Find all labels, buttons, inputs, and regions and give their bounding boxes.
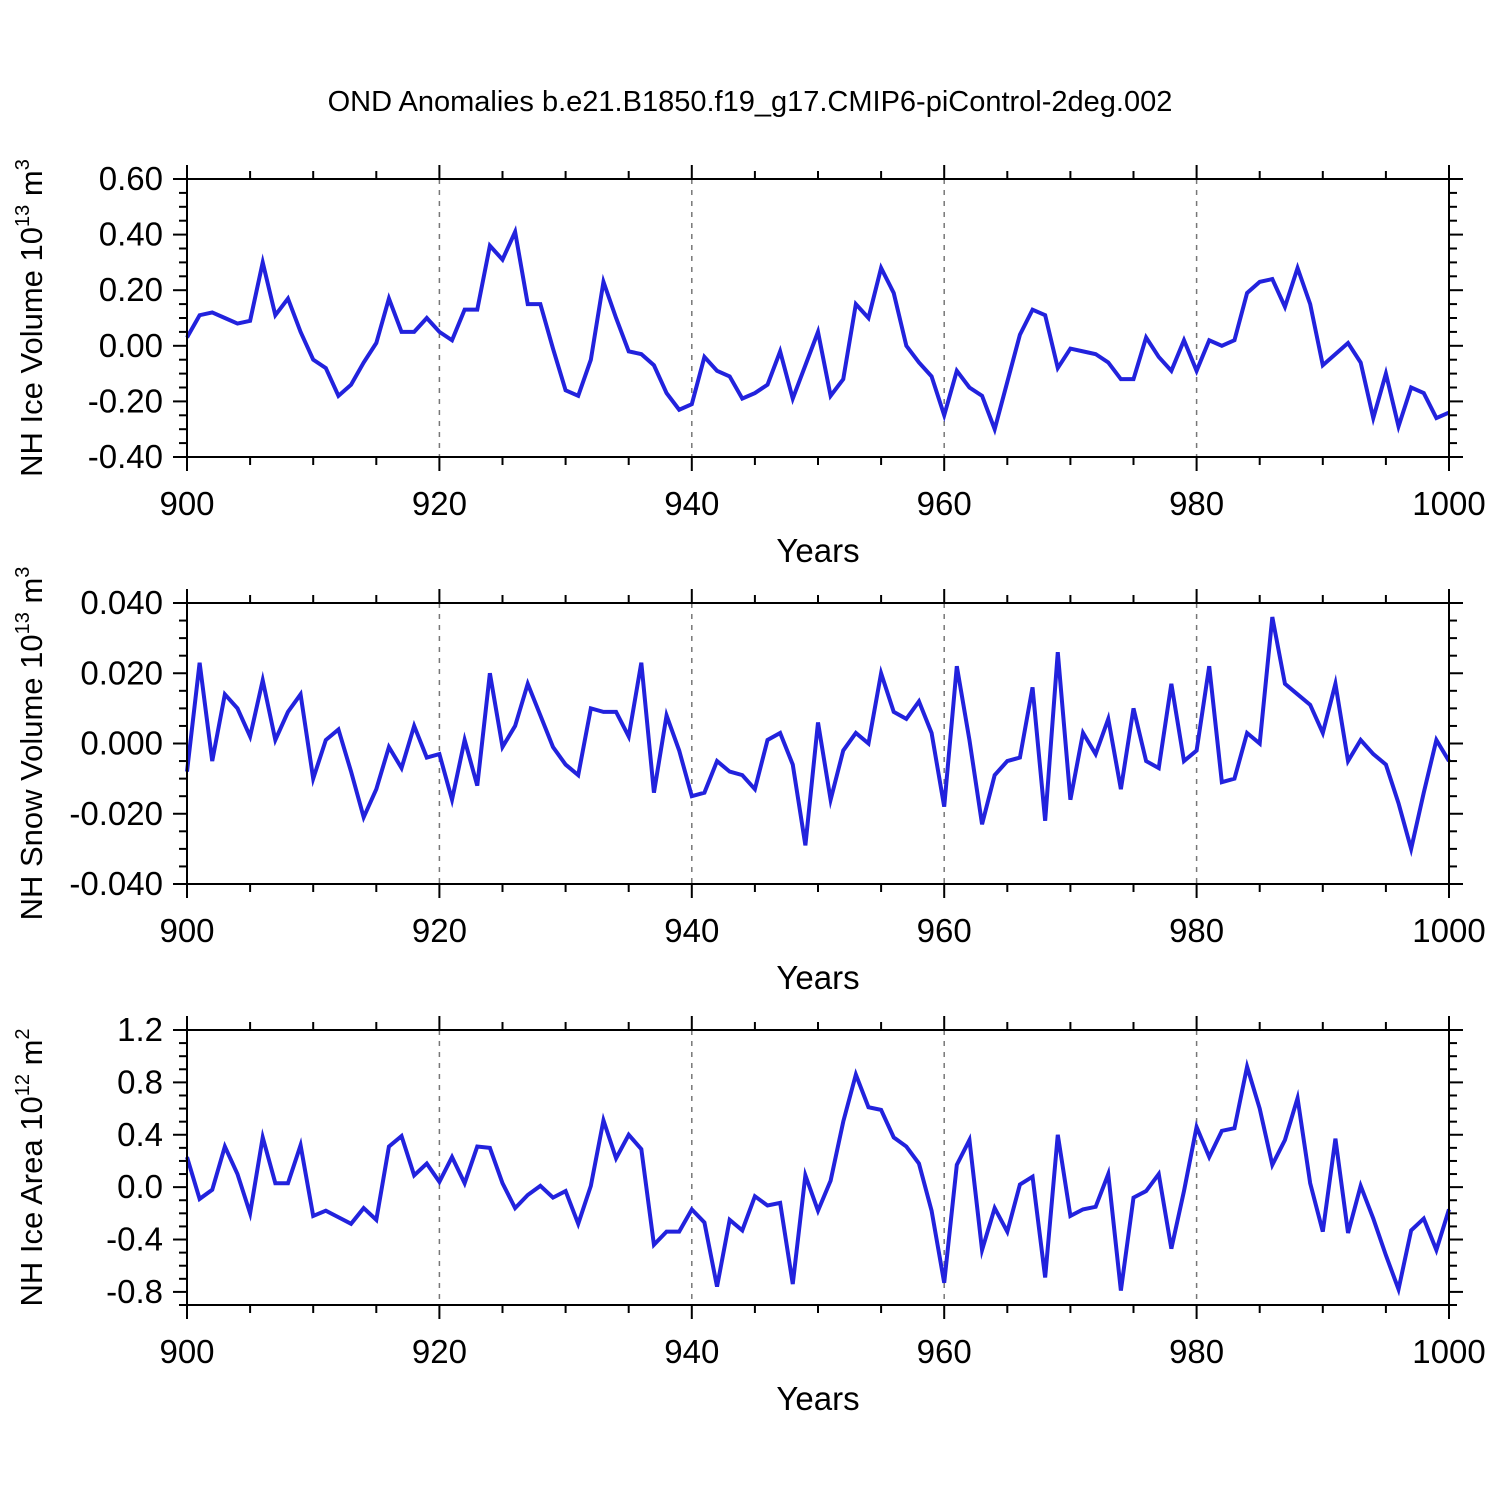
axis-labels: 900 920 940 960 980 1000 Years -0.040 -0.020 0.00… xyxy=(12,567,1486,996)
svg-text:900: 900 xyxy=(159,912,214,949)
series-line xyxy=(185,225,1450,436)
axes-frame xyxy=(173,1016,1463,1319)
svg-text:940: 940 xyxy=(664,485,719,522)
svg-text:1000: 1000 xyxy=(1412,912,1485,949)
x-axis-title: Years xyxy=(776,532,859,569)
svg-text:940: 940 xyxy=(664,1333,719,1370)
y-axis-title: NH Ice Volume 1013 m3 xyxy=(12,159,49,477)
svg-text:900: 900 xyxy=(159,485,214,522)
axes-frame xyxy=(173,165,1463,471)
svg-text:960: 960 xyxy=(917,485,972,522)
svg-text:0.00: 0.00 xyxy=(99,327,163,364)
x-axis-title: Years xyxy=(776,959,859,996)
svg-text:-0.40: -0.40 xyxy=(88,438,163,475)
series-line xyxy=(185,1058,1451,1297)
axis-labels: 900 920 940 960 980 1000 Years -0.8 -0.4 0.0 0.4 0.… xyxy=(12,1011,1486,1417)
svg-text:980: 980 xyxy=(1169,912,1224,949)
vertical-gridlines xyxy=(438,179,1198,457)
figure-title: OND Anomalies b.e21.B1850.f19_g17.CMIP6-… xyxy=(327,86,1173,118)
svg-text:960: 960 xyxy=(917,912,972,949)
svg-text:940: 940 xyxy=(664,912,719,949)
svg-text:920: 920 xyxy=(412,1333,467,1370)
svg-text:0.60: 0.60 xyxy=(99,160,163,197)
svg-text:0.4: 0.4 xyxy=(117,1116,163,1153)
y-axis-title: NH Ice Area 1012 m2 xyxy=(12,1028,49,1306)
chart-2: 900 920 940 960 980 1000 Years -0.8 -0.4 0.0 0.4 0.… xyxy=(12,1011,1486,1417)
svg-text:900: 900 xyxy=(159,1333,214,1370)
axis-labels: 900 920 940 960 980 1000 Years -0.40 -0.20 0.00 0.… xyxy=(12,159,1486,569)
svg-text:0.40: 0.40 xyxy=(99,216,163,253)
svg-text:-0.4: -0.4 xyxy=(106,1221,163,1258)
series-line xyxy=(185,616,1451,858)
svg-text:0.020: 0.020 xyxy=(80,654,163,691)
svg-text:-0.020: -0.020 xyxy=(69,795,163,832)
svg-text:920: 920 xyxy=(412,485,467,522)
svg-text:1000: 1000 xyxy=(1412,485,1485,522)
vertical-gridlines xyxy=(438,603,1198,884)
svg-text:-0.040: -0.040 xyxy=(69,865,163,902)
x-axis-title: Years xyxy=(776,1380,859,1417)
svg-text:920: 920 xyxy=(412,912,467,949)
chart-1: 900 920 940 960 980 1000 Years -0.040 -0.020 0.00… xyxy=(12,567,1486,996)
svg-text:0.0: 0.0 xyxy=(117,1168,163,1205)
svg-text:980: 980 xyxy=(1169,485,1224,522)
svg-text:1.2: 1.2 xyxy=(117,1011,163,1048)
chart-0: 900 920 940 960 980 1000 Years -0.40 -0.20 0.00 0.… xyxy=(12,159,1486,569)
axes-frame xyxy=(173,589,1463,898)
svg-text:960: 960 xyxy=(917,1333,972,1370)
svg-text:-0.8: -0.8 xyxy=(106,1273,163,1310)
svg-text:0.000: 0.000 xyxy=(80,725,163,762)
svg-text:0.8: 0.8 xyxy=(117,1063,163,1100)
y-axis-title: NH Snow Volume 1013 m3 xyxy=(12,567,49,921)
svg-text:-0.20: -0.20 xyxy=(88,382,163,419)
svg-text:0.040: 0.040 xyxy=(80,584,163,621)
svg-text:0.20: 0.20 xyxy=(99,271,163,308)
svg-text:1000: 1000 xyxy=(1412,1333,1485,1370)
svg-text:980: 980 xyxy=(1169,1333,1224,1370)
vertical-gridlines xyxy=(438,1030,1198,1305)
